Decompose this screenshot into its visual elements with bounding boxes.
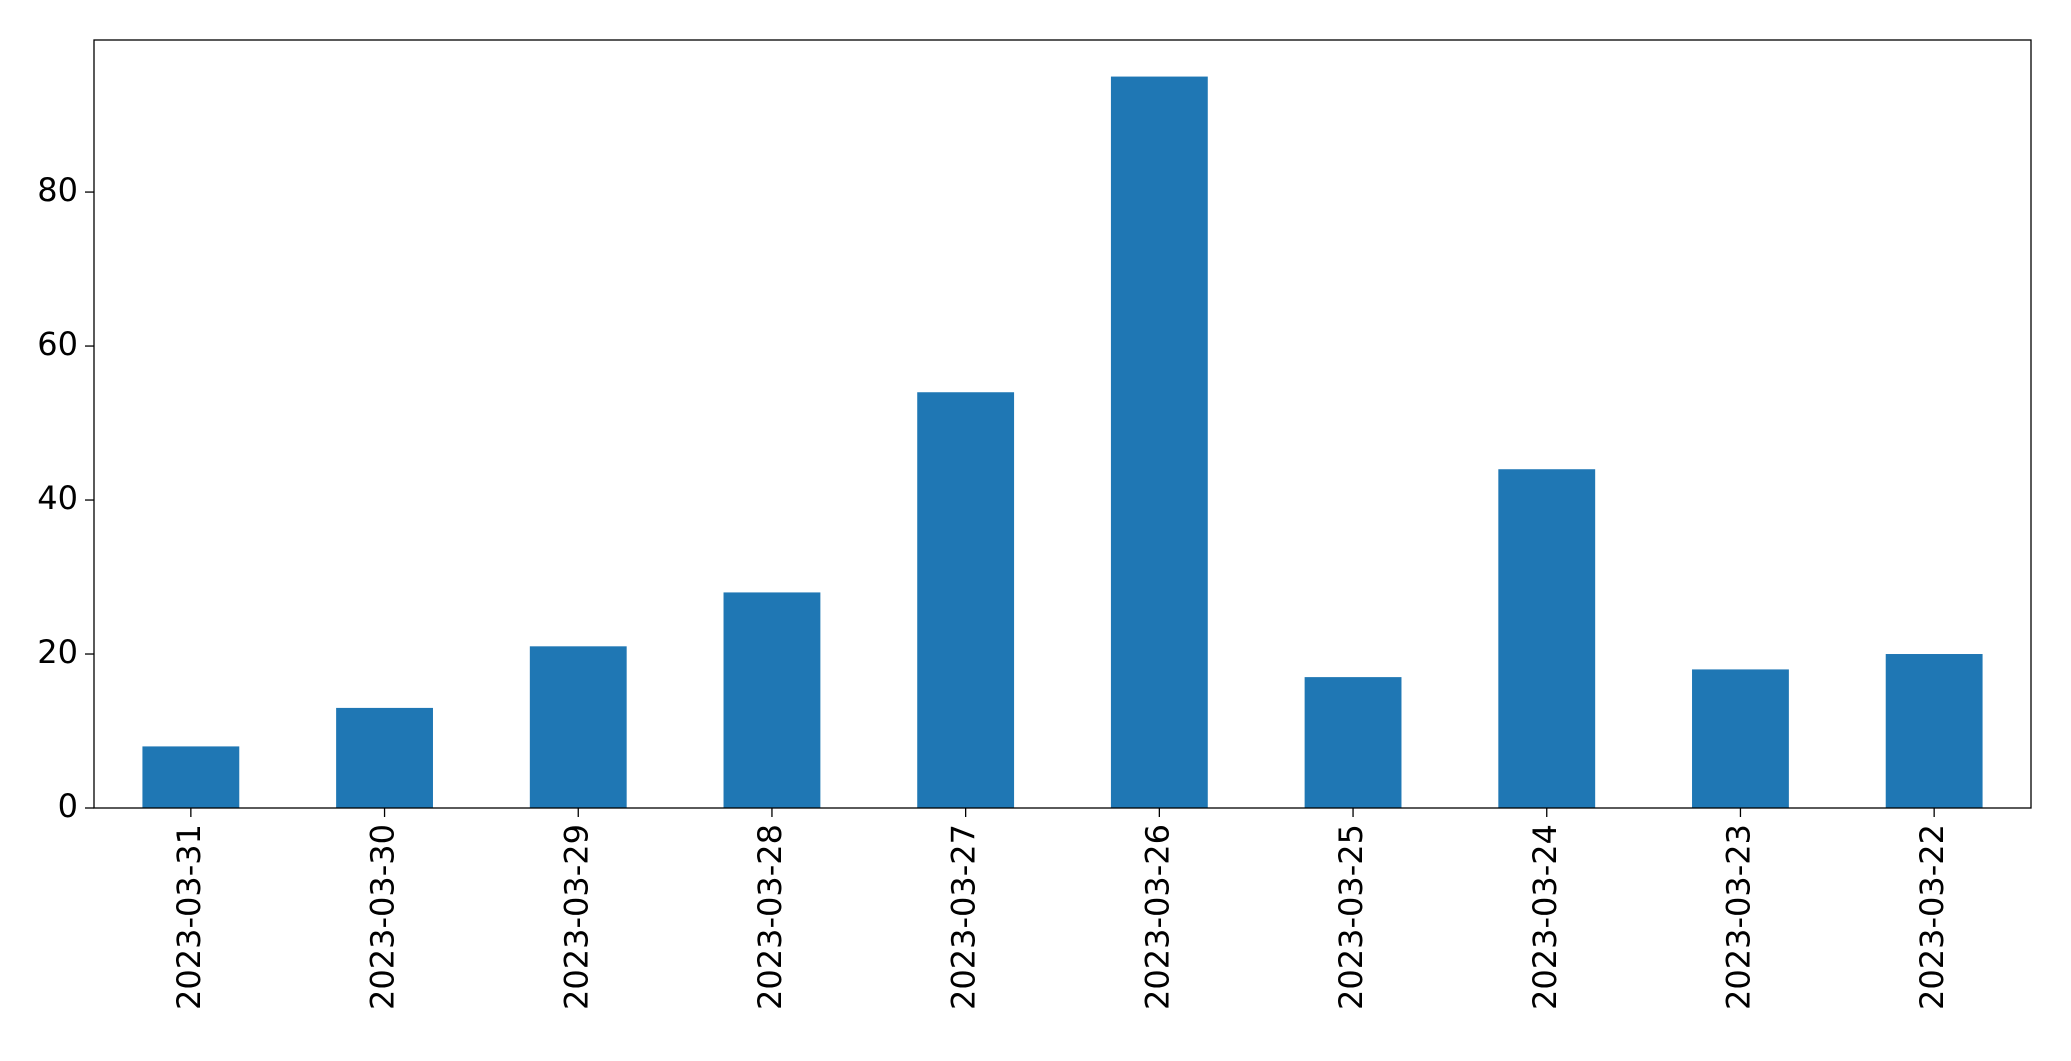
bar: [142, 746, 240, 808]
y-tick-label: 80: [37, 171, 78, 209]
bar: [1885, 654, 1983, 808]
bar: [336, 707, 433, 808]
x-tick-label: 2023-03-24: [1526, 824, 1564, 1010]
x-tick-label: 2023-03-30: [364, 824, 402, 1010]
bar: [1304, 677, 1402, 808]
bar: [1692, 669, 1789, 808]
plot-frame: [93, 39, 2032, 809]
bar: [529, 646, 627, 808]
y-tick-label: 60: [37, 325, 78, 363]
x-tick-label: 2023-03-29: [557, 824, 595, 1010]
x-tick-label: 2023-03-22: [1913, 824, 1951, 1010]
x-tick-label: 2023-03-28: [751, 824, 789, 1010]
y-tick-label: 40: [37, 479, 78, 517]
bar: [1498, 469, 1596, 808]
y-tick-label: 0: [58, 787, 78, 825]
y-tick-label: 20: [37, 633, 78, 671]
bar: [917, 392, 1015, 808]
x-tick-label: 2023-03-25: [1332, 824, 1370, 1010]
x-tick-label: 2023-03-23: [1719, 824, 1757, 1010]
x-tick-label: 2023-03-26: [1138, 824, 1176, 1010]
x-tick-label: 2023-03-31: [170, 824, 208, 1010]
x-tick-label: 2023-03-27: [945, 824, 983, 1010]
bar: [1110, 76, 1208, 809]
bar: [723, 592, 821, 808]
